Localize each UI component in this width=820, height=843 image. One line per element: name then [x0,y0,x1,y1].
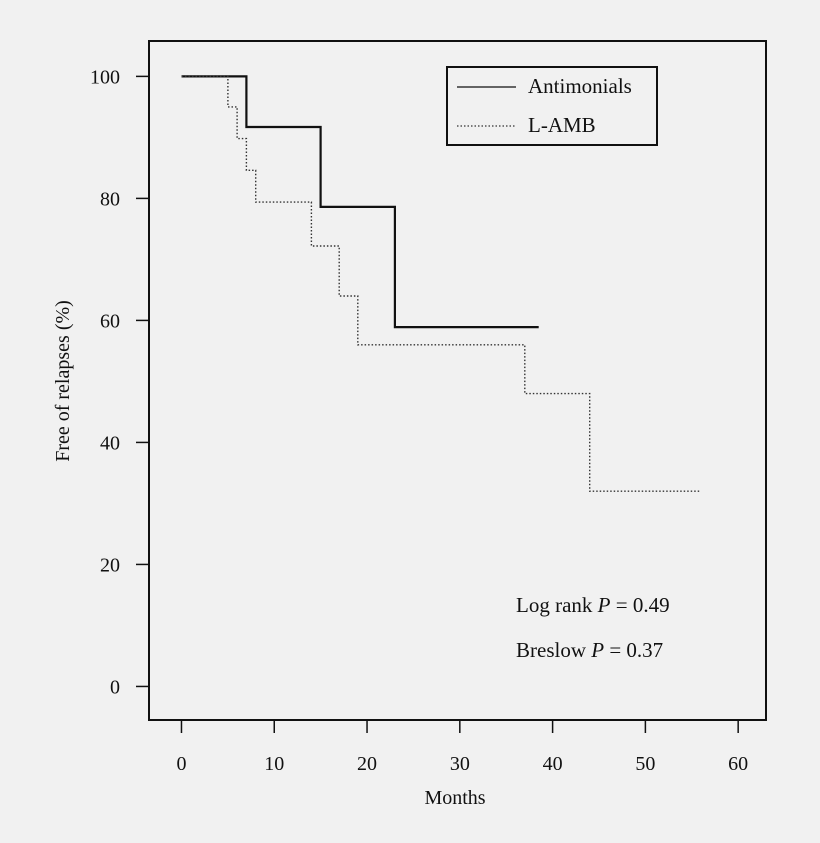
y-tick-label-80: 80 [100,188,120,210]
plot-frame [148,40,767,721]
log-rank-value: = 0.49 [610,593,669,617]
log-rank-prefix: Log rank [516,593,598,617]
x-tick-label-10: 10 [264,753,284,775]
y-axis-ticks: 0 20 40 60 80 100 [90,66,149,698]
series-layer [181,75,702,492]
x-tick-label-50: 50 [635,753,655,775]
y-tick-label-40: 40 [100,432,120,454]
breslow-p-symbol: P [590,638,604,662]
log-rank-p-symbol: P [597,593,611,617]
y-tick-label-20: 20 [100,554,120,576]
log-rank-annotation: Log rank P = 0.49 [516,593,670,617]
legend-label-l-amb: L-AMB [528,113,596,137]
x-tick-label-0: 0 [176,753,186,775]
y-tick-label-100: 100 [90,66,120,88]
breslow-annotation: Breslow P = 0.37 [516,638,663,662]
x-tick-label-40: 40 [543,753,563,775]
y-tick-label-60: 60 [100,310,120,332]
legend-label-antimonials: Antimonials [528,74,632,98]
y-axis-label: Free of relapses (%) [52,300,74,462]
x-axis-label: Months [424,787,485,809]
series-line-l-amb [181,75,702,492]
x-tick-label-60: 60 [728,753,748,775]
x-tick-label-30: 30 [450,753,470,775]
x-axis-ticks: 0 10 20 30 40 50 60 [176,720,748,775]
x-tick-label-20: 20 [357,753,377,775]
legend-box [446,66,658,146]
legend: Antimonials L-AMB [446,66,658,146]
series-line-antimonials [181,75,539,329]
y-tick-label-0: 0 [110,676,120,698]
breslow-value: = 0.37 [604,638,663,662]
breslow-prefix: Breslow [516,638,591,662]
